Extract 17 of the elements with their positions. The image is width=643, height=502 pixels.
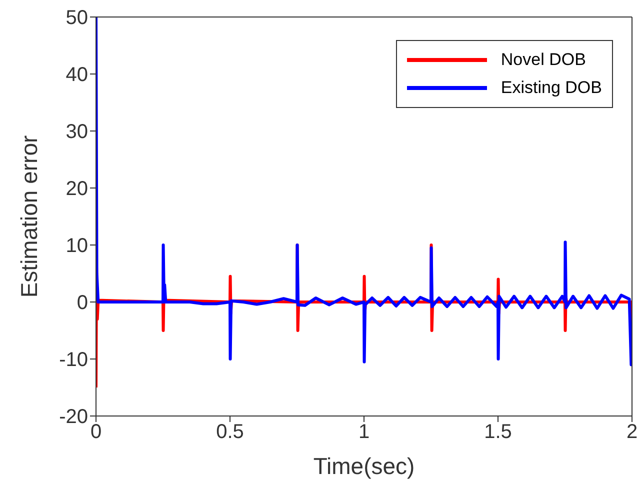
y-tick-label: 30 [66, 121, 88, 144]
y-tick-label: -20 [59, 406, 88, 428]
x-tick-label: 2 [626, 421, 638, 444]
x-tick-label: 1 [358, 421, 370, 444]
y-tick-label: 50 [66, 7, 88, 30]
x-tick-label: 0.5 [216, 421, 244, 444]
y-tick-label: 0 [76, 292, 88, 314]
x-axis-title: Time(sec) [313, 453, 415, 479]
y-tick-label: -10 [59, 349, 88, 372]
y-tick-label: 10 [66, 235, 88, 258]
legend-label: Existing DOB [500, 78, 602, 98]
y-tick-label: 40 [66, 64, 88, 86]
y-axis-title: Estimation error [16, 135, 42, 298]
y-tick-label: 20 [66, 178, 88, 200]
x-tick-label: 1.5 [484, 421, 512, 444]
legend-label: Novel DOB [500, 50, 586, 70]
x-tick-label: 0 [90, 421, 102, 444]
